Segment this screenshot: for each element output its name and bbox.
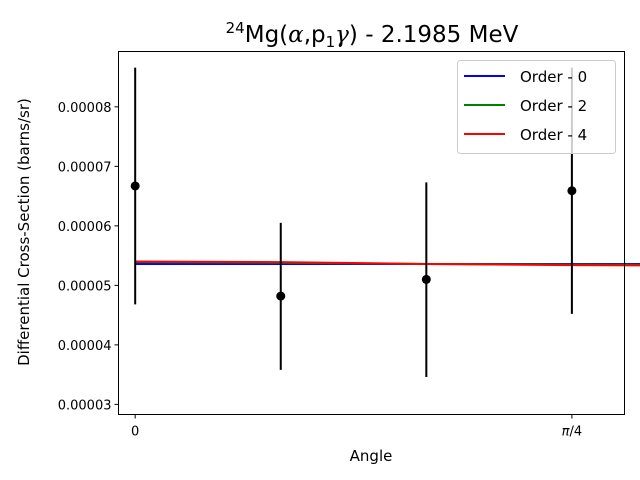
y-tick-label-4: 0.00007 (58, 160, 112, 175)
y-tick-label-2: 0.00005 (58, 279, 112, 294)
title-mass-number: 24 (226, 19, 245, 37)
data-point-0 (130, 181, 140, 191)
y-tick-label-1: 0.00004 (58, 339, 112, 354)
title-proton: ,p (304, 22, 326, 48)
y-axis-label: Differential Cross-Section (barns/sr) (15, 98, 33, 366)
y-tick-label-5: 0.00008 (58, 101, 112, 116)
x-axis-label: Angle (350, 447, 393, 465)
x-tick-label-symbol-1: π (562, 425, 570, 440)
title-proton-subscript: 1 (326, 33, 336, 51)
data-point-3 (567, 186, 577, 196)
y-tick-label-0: 0.00003 (58, 398, 112, 413)
title-gamma: γ (335, 22, 349, 48)
x-tick-label-0: 0 (131, 425, 139, 440)
chart-title: 24Mg(α,p1γ) - 2.1985 MeV (226, 19, 519, 51)
y-tick-label-3: 0.00006 (58, 220, 112, 235)
x-tick-label-suffix-1: /4 (569, 425, 582, 440)
ticks-layer: 0.00003 0.00004 0.00005 0.00006 0.00007 0.000… (58, 101, 582, 440)
legend-label-order-2: Order - 2 (520, 97, 587, 115)
legend-label-order-4: Order - 4 (520, 126, 587, 144)
series-layer (135, 260, 640, 267)
legend-box (457, 60, 616, 154)
data-point-2 (421, 274, 431, 284)
legend: Order - 0 Order - 2 Order - 4 (457, 60, 616, 154)
title-energy: ) - 2.1985 MeV (349, 22, 519, 48)
title-element: Mg( (245, 22, 288, 48)
x-tick-label-1: π/4 (562, 425, 582, 440)
plot-frame (118, 51, 625, 415)
title-alpha: α (288, 22, 304, 48)
legend-label-order-0: Order - 0 (520, 68, 587, 86)
data-point-1 (276, 291, 286, 301)
